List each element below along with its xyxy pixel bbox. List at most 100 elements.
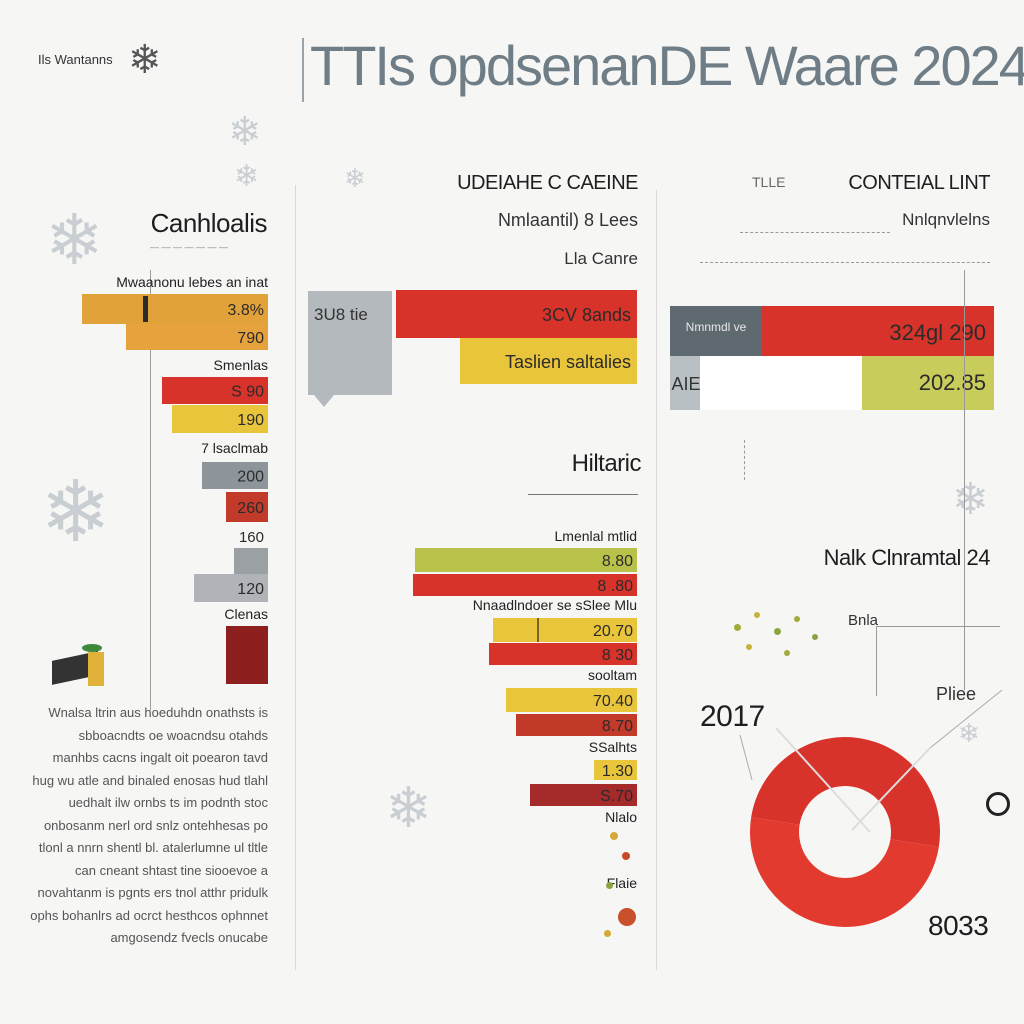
guide-line	[740, 232, 890, 234]
snowflake-icon: ❄	[952, 475, 989, 524]
right-heading-top: CONTEIAL LINT	[848, 172, 990, 194]
bar	[202, 462, 268, 489]
callout-box: 3U8 tie	[308, 291, 392, 395]
bar-value-label: 20.70	[593, 623, 633, 640]
bar-value-label: 3CV 8ands	[542, 305, 631, 325]
bar	[516, 714, 637, 736]
bar	[226, 492, 268, 522]
title-divider	[302, 38, 304, 102]
berries-icon	[600, 812, 640, 952]
center-heading-mid: Hiltaric	[571, 450, 642, 477]
bar-category-label: Nmnmdl ve	[686, 320, 747, 334]
bar-value-label: 8 30	[602, 647, 633, 664]
bar	[489, 643, 637, 665]
callout-pointer	[314, 395, 334, 407]
right-small-label: TLLE	[752, 174, 786, 190]
ornament-icon	[986, 792, 1010, 816]
left-axis-line	[150, 270, 151, 710]
column-divider-left	[295, 185, 296, 970]
pie-label-left: 2017	[700, 700, 765, 733]
bar-category-label: 7 lsaclmab	[201, 440, 268, 456]
bar	[82, 294, 268, 324]
guide-line	[700, 262, 990, 264]
pie-leader-line	[775, 727, 871, 833]
left-heading: Canhloalis	[150, 208, 268, 238]
snowflake-icon: ❄	[40, 465, 112, 560]
bar-value-label: 790	[237, 330, 264, 347]
bar-value-label: 70.40	[593, 693, 633, 710]
bar	[396, 290, 637, 338]
bar	[194, 574, 268, 602]
bar	[530, 784, 637, 806]
pie-leader-line	[851, 747, 931, 831]
snowflake-icon: ❄	[228, 110, 262, 154]
pie-heading: Nalk Clnramtal 24	[823, 545, 991, 570]
snowflake-icon: ❄	[45, 201, 104, 279]
bar-label-box	[670, 306, 762, 356]
bar-value-label: 200	[237, 469, 264, 486]
page-title: TTIs opdsenanDE Waare 2024	[310, 34, 1024, 97]
bar-category-label: Smenlas	[214, 357, 268, 373]
callout-label: 3U8 tie	[314, 305, 368, 324]
snowflake-icon: ❄	[385, 776, 432, 839]
bar-value-label: 190	[237, 412, 264, 429]
bar-value-label: 8.80	[602, 553, 633, 570]
bar	[172, 405, 268, 433]
bar-category-label: Flaie	[607, 875, 638, 891]
bar	[413, 574, 637, 596]
bar-marker	[537, 618, 539, 642]
brand-name: Ils Wantanns	[38, 52, 113, 67]
right-bar-chart: Nmnmdl ve 324gl 290 AIE 202.85	[670, 306, 994, 410]
bar-category-label: Mwaanonu lebes an inat	[116, 274, 268, 290]
bar	[493, 618, 637, 642]
heading-underline	[528, 494, 638, 495]
bar	[415, 548, 637, 572]
left-caption: — — — — — — —	[150, 242, 229, 252]
bar-value-label: 8.70	[602, 718, 633, 735]
pie-label-bottom: 8033	[928, 910, 989, 941]
bar-label-box	[670, 356, 700, 410]
bar-value-label: Taslien saltalies	[505, 352, 631, 372]
guide-line	[876, 626, 877, 696]
bar-value-label: 202.85	[919, 370, 986, 395]
bar-category-label: Lmenlal mtlid	[555, 528, 637, 544]
center-top-bar-chart: 3CV 8ands Taslien saltalies	[396, 290, 637, 384]
bar-value-label: 1.30	[602, 763, 633, 780]
bar	[460, 338, 637, 384]
guide-line	[964, 270, 965, 690]
column-divider-right	[656, 190, 657, 970]
bar	[506, 688, 637, 712]
bar-category-label: Clenas	[224, 606, 268, 622]
bar	[126, 324, 268, 350]
bar-value-label: 160	[239, 529, 264, 546]
center-bar-chart: Lmenlal mtlid 8.80 8 .80 Nnaadlndoer se sSl…	[413, 528, 637, 891]
bar-category-label: sooltam	[588, 667, 637, 683]
guide-line	[744, 440, 746, 480]
bar	[762, 306, 994, 356]
pie-label-top: Bnla	[848, 612, 879, 629]
bar-value-label: S.70	[600, 788, 633, 805]
pie-slice	[751, 737, 940, 847]
left-bar-chart: Mwaanonu lebes an inat 3.8% 790 Smenlas S 90…	[82, 274, 268, 684]
snowflake-icon: ❄	[958, 718, 980, 748]
bar-value-label: 3.8%	[228, 302, 264, 319]
center-sub-top-2: Lla Canre	[564, 249, 638, 268]
bar-value-label: 260	[237, 500, 264, 517]
bar-value-label: S 90	[231, 384, 264, 401]
bar-category-label: Nlalo	[605, 809, 637, 825]
bar-category-label: AIE	[671, 374, 700, 394]
bar-category-label: SSalhts	[589, 739, 637, 755]
dots-icon	[724, 604, 828, 668]
pie-label-right: Pliee	[936, 684, 977, 704]
pie-leader-line	[929, 689, 1003, 749]
bar-category-label: Nnaadlndoer se sSlee Mlu	[473, 597, 637, 613]
bar	[226, 626, 268, 684]
snowflake-icon: ❄	[344, 163, 366, 193]
bar-marker	[143, 296, 148, 322]
right-sub-top: Nnlqnvlelns	[902, 210, 990, 229]
bar-value-label: 8 .80	[597, 578, 633, 595]
center-heading-top: UDEIAHE C CAEINE	[457, 172, 638, 194]
left-body-text: Wnalsa ltrin aus hoeduhdn onathsts is sb…	[30, 705, 268, 945]
snowflake-icon: ❄	[234, 160, 260, 193]
